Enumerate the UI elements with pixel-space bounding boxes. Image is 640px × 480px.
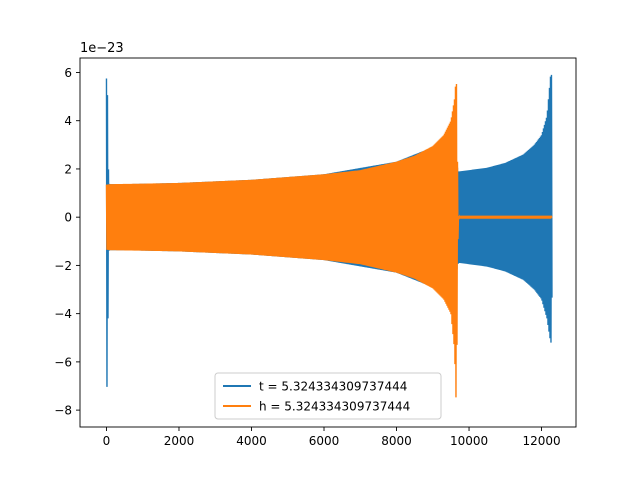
x-tick-label: 0 bbox=[103, 434, 111, 448]
y-tick-label: −4 bbox=[54, 307, 72, 321]
x-tick-label: 2000 bbox=[164, 434, 195, 448]
series-group bbox=[105, 74, 553, 398]
axes-frame bbox=[79, 57, 577, 428]
y-offset-label: 1e−23 bbox=[80, 41, 124, 56]
legend-label: t = 5.324334309737444 bbox=[259, 380, 407, 394]
y-tick-label: −8 bbox=[54, 404, 72, 418]
y-tick-label: 2 bbox=[64, 162, 72, 176]
legend-label: h = 5.324334309737444 bbox=[259, 400, 410, 414]
plot-area bbox=[105, 74, 553, 398]
x-tick-label: 8000 bbox=[381, 434, 412, 448]
y-tick-label: 4 bbox=[64, 114, 72, 128]
x-tick-label: 12000 bbox=[522, 434, 560, 448]
x-tick-label: 10000 bbox=[450, 434, 488, 448]
y-tick-label: −2 bbox=[54, 259, 72, 273]
x-tick-label: 6000 bbox=[309, 434, 340, 448]
legend: t = 5.324334309737444 h = 5.3243343097374… bbox=[214, 372, 442, 420]
series-line bbox=[105, 83, 553, 398]
legend-box bbox=[214, 372, 442, 420]
y-tick-label: −6 bbox=[54, 355, 72, 369]
y-tick-label: 0 bbox=[64, 211, 72, 225]
axes: 0 2000 4000 6000 8000 10000 12000 −8 −6 −4 −2 0 2 4 6 bbox=[54, 57, 577, 448]
x-tick-label: 4000 bbox=[236, 434, 267, 448]
y-tick-label: 6 bbox=[64, 66, 72, 80]
